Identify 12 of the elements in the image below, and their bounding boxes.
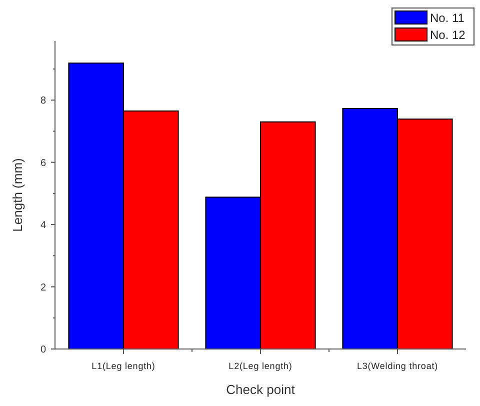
x-tick-label: L1(Leg length) xyxy=(92,361,156,371)
y-tick-label: 0 xyxy=(40,344,46,356)
x-tick-label: L2(Leg length) xyxy=(228,361,292,371)
y-tick-label: 2 xyxy=(40,282,46,294)
x-tick-label: L3(Welding throat) xyxy=(356,361,438,371)
y-tick-label: 8 xyxy=(40,96,46,107)
legend-label: No. 12 xyxy=(430,28,466,42)
x-axis-title: Check point xyxy=(226,382,296,397)
y-tick-label: 4 xyxy=(40,220,46,232)
y-axis-title: Length (mm) xyxy=(10,158,25,232)
y-tick-label: 6 xyxy=(40,158,46,169)
legend-label: No. 11 xyxy=(430,11,465,26)
